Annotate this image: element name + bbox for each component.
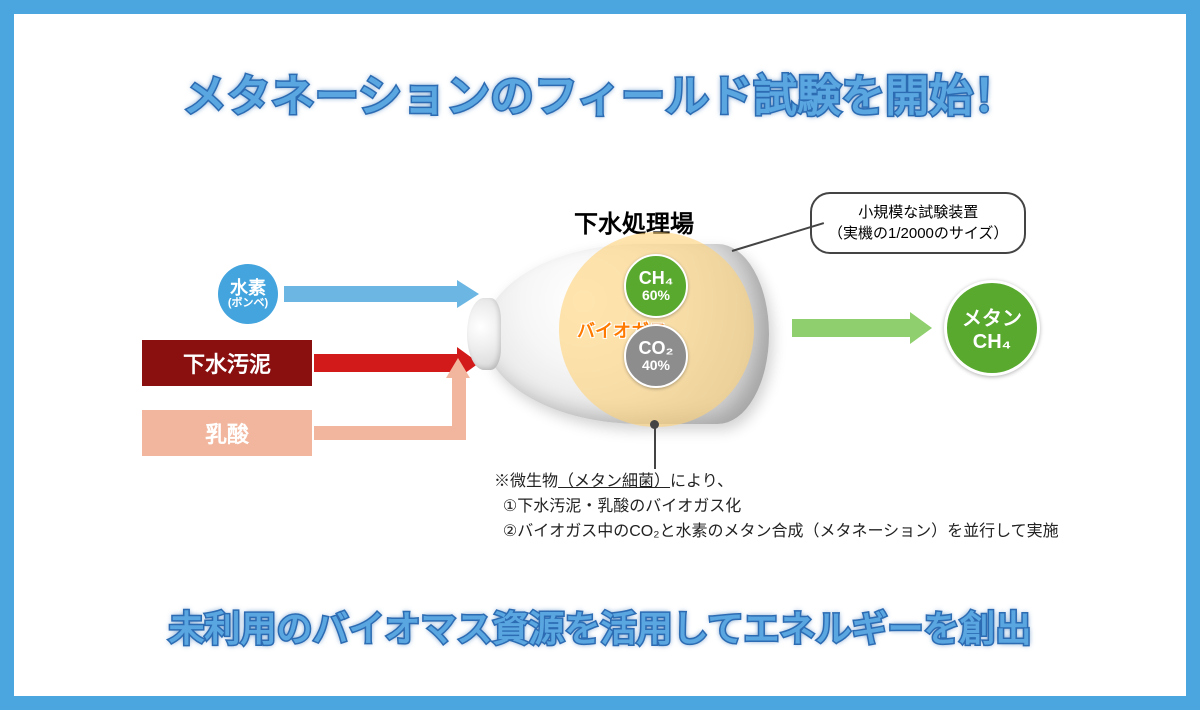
callout-line2: （実機の1/2000のサイズ）	[828, 225, 1008, 242]
input-hydrogen: 水素 (ボンベ)	[218, 264, 278, 324]
page-title: メタネーションのフィールド試験を開始！	[14, 60, 1186, 124]
callout-bubble: 小規模な試験装置 （実機の1/2000のサイズ）	[810, 192, 1026, 254]
ch4-percent: 60%	[642, 288, 670, 303]
diagram-frame: メタネーションのフィールド試験を開始！ 未利用のバイオマス資源を活用してエネルギ…	[0, 0, 1200, 710]
input-sludge: 下水汚泥	[142, 340, 312, 386]
input-lactic: 乳酸	[142, 410, 312, 456]
hydrogen-label: 水素	[230, 279, 266, 298]
callout-line1: 小規模な試験装置	[858, 204, 978, 221]
arrow-output	[792, 319, 932, 337]
arrow-hydrogen	[284, 286, 479, 302]
footnote-line2: ②バイオガス中のCO₂と水素のメタン合成（メタネーション）を並行して実施	[503, 523, 1059, 540]
hydrogen-sublabel: (ボンベ)	[228, 298, 268, 310]
molecule-ch4: CH₄ 60%	[624, 254, 688, 318]
output-formula: CH₄	[973, 331, 1011, 354]
lactic-label: 乳酸	[205, 417, 249, 449]
co2-formula: CO₂	[639, 339, 674, 358]
ch4-formula: CH₄	[639, 269, 674, 288]
page-subtitle: 未利用のバイオマス資源を活用してエネルギーを創出	[14, 600, 1186, 652]
note-leader	[654, 424, 656, 469]
molecule-co2: CO₂ 40%	[624, 324, 688, 388]
output-methane: メタン CH₄	[944, 280, 1040, 376]
footnote-line1: ①下水汚泥・乳酸のバイオガス化	[503, 498, 741, 515]
footnote: ※微生物（メタン細菌）により、 ①下水汚泥・乳酸のバイオガス化 ②バイオガス中の…	[494, 470, 1164, 544]
co2-percent: 40%	[642, 358, 670, 373]
sludge-label: 下水汚泥	[183, 347, 271, 379]
footnote-lead-tail: により、	[670, 473, 733, 490]
note-leader-dot	[650, 420, 659, 429]
output-label: メタン	[962, 302, 1022, 331]
footnote-underlined: （メタン細菌）	[558, 473, 670, 490]
footnote-lead: ※微生物	[494, 473, 558, 490]
